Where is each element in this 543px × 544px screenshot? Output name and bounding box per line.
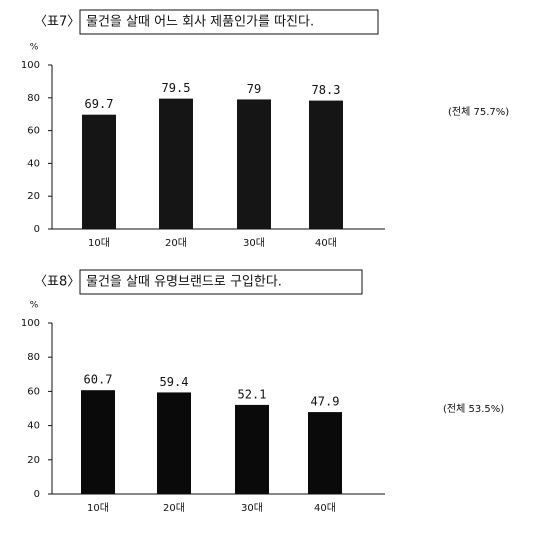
y-tick-label: 100 [21,60,40,71]
y-tick-label: 20 [27,191,40,202]
x-tick-label: 10대 [88,237,110,249]
y-tick-label: 40 [27,421,40,432]
x-tick-label: 20대 [165,237,187,249]
value-label: 79.5 [162,81,191,95]
x-tick-label: 20대 [163,502,185,514]
chart-title: 물건을 살때 유명브랜드로 구입한다. [86,275,282,290]
chart-label: 〈표7〉 [34,15,80,30]
y-tick-label: 100 [21,318,40,329]
unit-label: % [30,43,39,53]
title-box [79,9,379,35]
annotation: (전체 75.7%) [448,106,509,118]
bar [308,412,342,494]
bar [237,99,271,229]
y-tick-label: 40 [27,158,40,169]
value-label: 69.7 [85,97,114,111]
y-tick-label: 80 [27,93,40,104]
x-tick-label: 40대 [314,502,336,514]
bar [159,98,193,230]
chart-title: 물건을 살때 어느 회사 제품인가를 따진다. [86,15,314,30]
bar [235,404,269,494]
y-tick-label: 0 [34,489,40,500]
value-label: 79 [247,82,261,96]
x-tick-label: 30대 [241,502,263,514]
value-label: 47.9 [311,395,340,409]
x-tick-label: 30대 [243,237,265,249]
y-tick-label: 60 [27,126,40,137]
value-label: 60.7 [84,373,113,387]
bar [82,114,116,229]
y-tick-label: 20 [27,455,40,466]
value-label: 52.1 [238,387,267,401]
value-label: 59.4 [160,375,189,389]
bar [309,100,343,229]
chart-label: 〈표8〉 [34,275,80,290]
y-tick-label: 0 [34,224,40,235]
title-box [79,269,363,295]
bar [157,392,191,494]
value-label: 78.3 [312,83,341,97]
y-tick-label: 60 [27,386,40,397]
bar [81,390,115,494]
y-tick-label: 80 [27,352,40,363]
annotation: (전체 53.5%) [443,403,504,415]
x-tick-label: 40대 [315,237,337,249]
x-tick-label: 10대 [87,502,109,514]
unit-label: % [30,301,39,311]
